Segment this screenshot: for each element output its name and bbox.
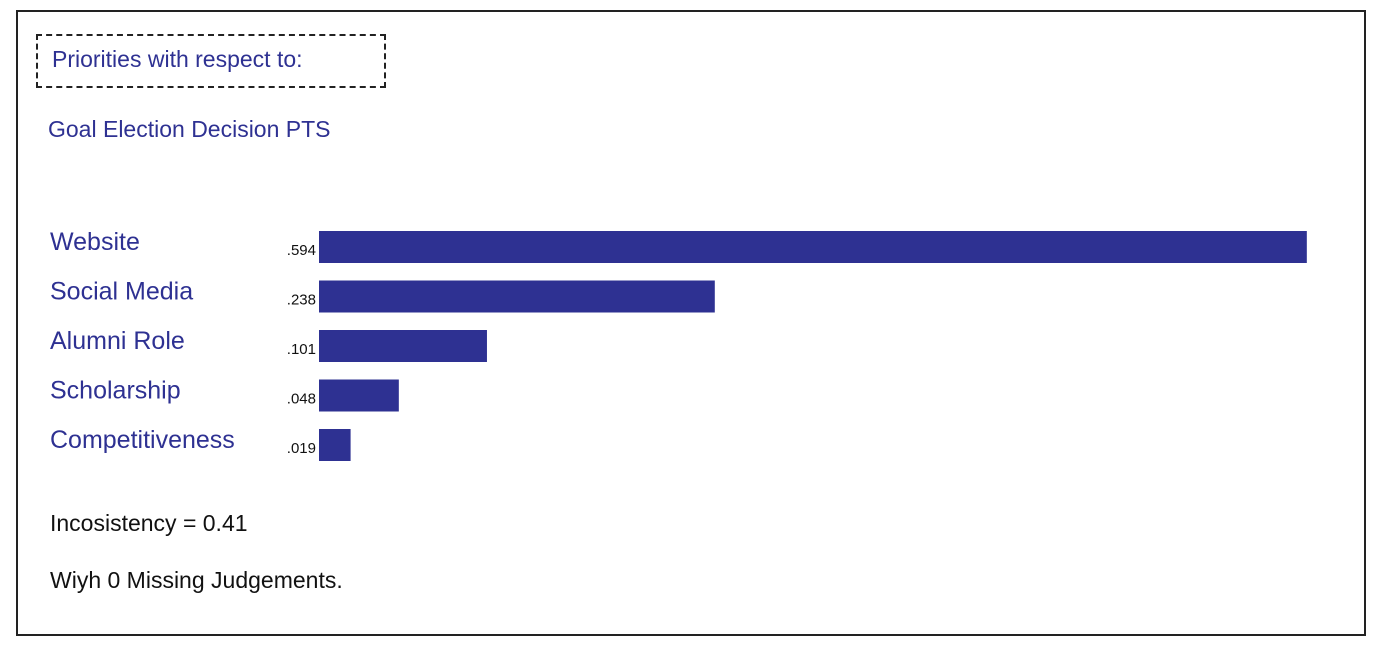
chart-frame — [16, 10, 1366, 636]
category-label: Alumni Role — [50, 327, 185, 355]
category-label: Competitiveness — [50, 426, 235, 454]
missing-judgements-text: Wiyh 0 Missing Judgements. — [50, 567, 343, 593]
value-label: .594 — [287, 242, 316, 259]
value-label: .101 — [287, 341, 316, 358]
bar — [319, 379, 399, 412]
priorities-label: Priorities with respect to: — [52, 46, 303, 72]
value-label: .019 — [287, 440, 316, 457]
priorities-header-box: Priorities with respect to: — [36, 34, 386, 88]
value-label: .238 — [287, 292, 316, 309]
bar — [319, 280, 715, 313]
inconsistency-text: Incosistency = 0.41 — [50, 510, 248, 536]
category-label: Social Media — [50, 278, 193, 306]
value-label: .048 — [287, 391, 316, 408]
bar — [319, 429, 351, 461]
goal-title: Goal Election Decision PTS — [48, 116, 331, 142]
category-label: Website — [50, 228, 140, 256]
bar — [319, 330, 487, 362]
category-label: Scholarship — [50, 377, 181, 405]
bar — [319, 231, 1307, 263]
